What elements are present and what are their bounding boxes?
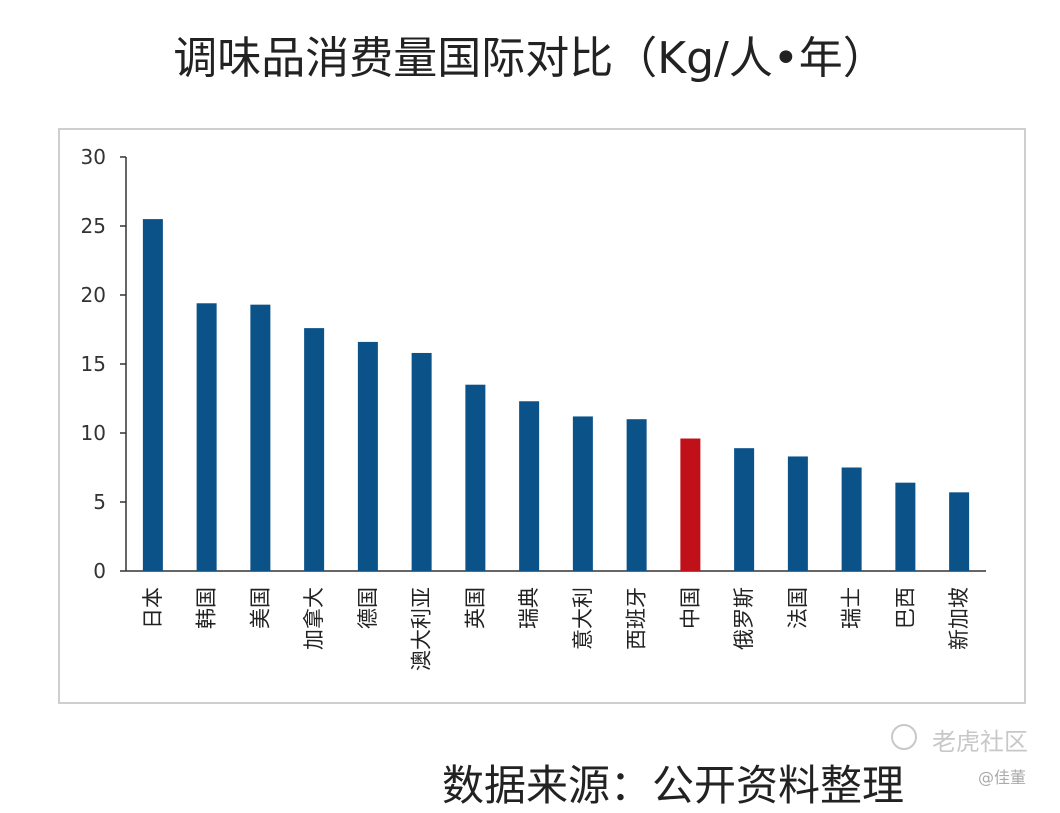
y-tick-label: 30 — [81, 145, 106, 169]
bar — [357, 341, 378, 571]
data-source: 数据来源：公开资料整理 — [442, 761, 905, 810]
bar — [196, 303, 217, 571]
bar — [142, 219, 163, 571]
bars — [142, 219, 970, 571]
bar — [734, 448, 755, 571]
bar — [626, 419, 647, 571]
x-tick-label: 巴西 — [893, 587, 917, 629]
bar — [519, 401, 540, 571]
x-tick-label: 澳大利亚 — [410, 587, 434, 671]
x-tick-labels: 日本 韩国 美国 加拿大 德国 澳大利亚 英国 瑞典 意大利 西班牙 中国 俄罗斯 法国 瑞士 巴西 新加坡 — [141, 587, 971, 671]
bar — [411, 352, 432, 571]
chart-title: 调味品消费量国际对比（Kg/人•年） — [173, 33, 887, 84]
y-tick-label: 10 — [81, 421, 106, 445]
y-tick-label: 20 — [81, 283, 106, 307]
bar — [465, 384, 486, 571]
y-tick-label: 25 — [81, 214, 106, 238]
x-tick-label: 美国 — [248, 587, 272, 629]
watermark-text: 老虎社区 — [932, 728, 1028, 756]
watermark-logo-icon — [891, 724, 917, 750]
bar — [572, 416, 593, 571]
bar — [841, 467, 862, 571]
bar — [895, 482, 916, 571]
x-tick-label: 中国 — [678, 587, 702, 629]
watermark-sub: @佳董 — [978, 768, 1027, 787]
y-axis: 0 5 10 15 20 25 30 — [81, 145, 127, 583]
x-tick-label: 瑞士 — [840, 587, 864, 629]
bar — [680, 438, 701, 571]
y-tick-label: 0 — [93, 559, 106, 583]
x-tick-label: 法国 — [786, 587, 810, 629]
x-tick-label: 韩国 — [195, 587, 219, 629]
x-tick-label: 瑞典 — [517, 587, 541, 629]
x-tick-label: 西班牙 — [625, 587, 649, 650]
bar — [250, 304, 271, 571]
x-tick-label: 加拿大 — [302, 587, 326, 650]
x-tick-label: 俄罗斯 — [732, 587, 756, 650]
x-tick-label: 新加坡 — [947, 587, 971, 650]
chart-frame: 0 5 10 15 20 25 30 日本 韩国 美国 加拿大 德国 澳大利亚 英国 瑞典 意大利 西班牙 中国… — [58, 128, 1026, 704]
y-tick-label: 15 — [81, 352, 106, 376]
x-tick-label: 英国 — [463, 587, 487, 629]
bar — [304, 328, 325, 571]
bar-chart: 0 5 10 15 20 25 30 日本 韩国 美国 加拿大 德国 澳大利亚 英国 瑞典 意大利 西班牙 中国… — [81, 145, 986, 671]
bar — [949, 492, 970, 571]
x-tick-label: 日本 — [141, 587, 165, 629]
bar — [787, 456, 808, 571]
y-tick-label: 5 — [93, 490, 106, 514]
x-tick-label: 意大利 — [571, 587, 595, 650]
x-tick-label: 德国 — [356, 587, 380, 629]
